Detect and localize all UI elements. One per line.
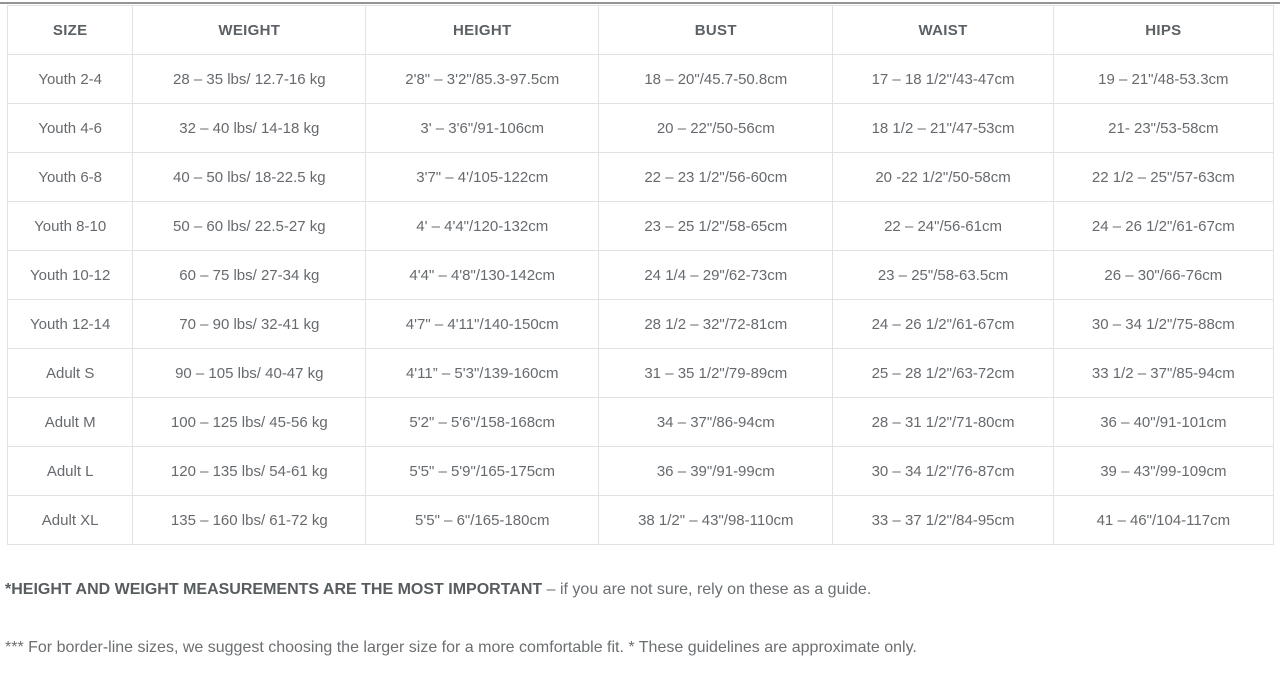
table-cell: 18 1/2 – 21"/47-53cm: [832, 103, 1054, 153]
table-cell: 26 – 30"/66-76cm: [1052, 250, 1275, 300]
table-cell: 50 – 60 lbs/ 22.5-27 kg: [132, 201, 367, 251]
table-cell: 70 – 90 lbs/ 32-41 kg: [132, 299, 367, 349]
table-cell: 32 – 40 lbs/ 14-18 kg: [132, 103, 367, 153]
footnote-height-weight: *HEIGHT AND WEIGHT MEASUREMENTS ARE THE …: [5, 581, 1280, 599]
size-label-cell: Adult L: [6, 446, 134, 496]
table-cell: 21- 23"/53-58cm: [1052, 103, 1275, 153]
table-cell: 41 – 46"/104-117cm: [1052, 495, 1275, 545]
top-divider: [0, 2, 1280, 4]
size-chart-header: SIZE WEIGHT HEIGHT BUST WAIST HIPS: [6, 5, 1275, 55]
table-cell: 40 – 50 lbs/ 18-22.5 kg: [132, 152, 367, 202]
size-label-cell: Youth 12-14: [6, 299, 134, 349]
table-cell: 28 – 31 1/2"/71-80cm: [832, 397, 1054, 447]
table-cell: 30 – 34 1/2"/75-88cm: [1052, 299, 1275, 349]
table-cell: 25 – 28 1/2"/63-72cm: [832, 348, 1054, 398]
table-cell: 38 1/2" – 43"/98-110cm: [598, 495, 834, 545]
table-cell: 90 – 105 lbs/ 40-47 kg: [132, 348, 367, 398]
table-cell: 20 – 22"/50-56cm: [598, 103, 834, 153]
size-chart-table: SIZE WEIGHT HEIGHT BUST WAIST HIPS Youth 2-4 2…: [6, 5, 1275, 545]
table-cell: 24 1/4 – 29"/62-73cm: [598, 250, 834, 300]
table-row: Youth 10-12 60 – 75 lbs/ 27-34 kg 4'4" – 4…: [6, 250, 1275, 300]
size-label-cell: Youth 8-10: [6, 201, 134, 251]
table-cell: 39 – 43"/99-109cm: [1052, 446, 1275, 496]
table-row: Youth 12-14 70 – 90 lbs/ 32-41 kg 4'7" – 4…: [6, 299, 1275, 349]
table-cell: 120 – 135 lbs/ 54-61 kg: [132, 446, 367, 496]
column-header-waist: WAIST: [832, 5, 1054, 55]
footnote-regular-text: – if you are not sure, rely on these as …: [542, 581, 872, 598]
size-chart-body: Youth 2-4 28 – 35 lbs/ 12.7-16 kg 2'8" – 3…: [6, 54, 1275, 545]
table-cell: 4'7" – 4'11"/140-150cm: [365, 299, 600, 349]
table-row: Youth 4-6 32 – 40 lbs/ 14-18 kg 3' – 3'6"/…: [6, 103, 1275, 153]
table-cell: 4' – 4'4"/120-132cm: [365, 201, 600, 251]
column-header-bust: BUST: [598, 5, 834, 55]
table-cell: 18 – 20"/45.7-50.8cm: [598, 54, 834, 104]
table-cell: 100 – 125 lbs/ 45-56 kg: [132, 397, 367, 447]
size-label-cell: Youth 2-4: [6, 54, 134, 104]
footnote-bold-text: *HEIGHT AND WEIGHT MEASUREMENTS ARE THE …: [5, 581, 543, 598]
table-row: Youth 6-8 40 – 50 lbs/ 18-22.5 kg 3'7" – 4…: [6, 152, 1275, 202]
table-cell: 60 – 75 lbs/ 27-34 kg: [132, 250, 367, 300]
footnote-borderline-sizes: *** For border-line sizes, we suggest ch…: [5, 639, 917, 656]
table-cell: 3' – 3'6"/91-106cm: [365, 103, 600, 153]
table-row: Adult S 90 – 105 lbs/ 40-47 kg 4'11” – 5'3…: [6, 348, 1275, 398]
table-cell: 135 – 160 lbs/ 61-72 kg: [132, 495, 367, 545]
table-row: Youth 2-4 28 – 35 lbs/ 12.7-16 kg 2'8" – 3…: [6, 54, 1275, 104]
table-row: Adult XL 135 – 160 lbs/ 61-72 kg 5'5" – 6"…: [6, 495, 1275, 545]
table-cell: 5'5" – 5'9"/165-175cm: [365, 446, 600, 496]
size-label-cell: Youth 10-12: [6, 250, 134, 300]
table-cell: 22 – 23 1/2"/56-60cm: [598, 152, 834, 202]
size-label-cell: Adult S: [6, 348, 134, 398]
table-cell: 31 – 35 1/2"/79-89cm: [598, 348, 834, 398]
table-cell: 17 – 18 1/2"/43-47cm: [832, 54, 1054, 104]
table-cell: 24 – 26 1/2"/61-67cm: [1052, 201, 1275, 251]
table-cell: 28 – 35 lbs/ 12.7-16 kg: [132, 54, 367, 104]
size-label-cell: Youth 6-8: [6, 152, 134, 202]
table-cell: 5'2" – 5'6"/158-168cm: [365, 397, 600, 447]
table-cell: 33 1/2 – 37"/85-94cm: [1052, 348, 1275, 398]
table-cell: 28 1/2 – 32"/72-81cm: [598, 299, 834, 349]
table-cell: 33 – 37 1/2"/84-95cm: [832, 495, 1054, 545]
table-row: Youth 8-10 50 – 60 lbs/ 22.5-27 kg 4' – 4'…: [6, 201, 1275, 251]
table-cell: 23 – 25 1/2"/58-65cm: [598, 201, 834, 251]
size-label-cell: Youth 4-6: [6, 103, 134, 153]
size-label-cell: Adult M: [6, 397, 134, 447]
table-cell: 5'5" – 6"/165-180cm: [365, 495, 600, 545]
table-cell: 30 – 34 1/2"/76-87cm: [832, 446, 1054, 496]
table-cell: 4'4" – 4'8"/130-142cm: [365, 250, 600, 300]
table-cell: 36 – 40"/91-101cm: [1052, 397, 1275, 447]
column-header-weight: WEIGHT: [132, 5, 367, 55]
table-cell: 4'11” – 5'3"/139-160cm: [365, 348, 600, 398]
table-row: Adult L 120 – 135 lbs/ 54-61 kg 5'5" – 5'9…: [6, 446, 1275, 496]
table-cell: 22 – 24"/56-61cm: [832, 201, 1054, 251]
column-header-hips: HIPS: [1052, 5, 1275, 55]
column-header-size: SIZE: [6, 5, 134, 55]
table-cell: 20 -22 1/2"/50-58cm: [832, 152, 1054, 202]
table-row: Adult M 100 – 125 lbs/ 45-56 kg 5'2" – 5'6…: [6, 397, 1275, 447]
column-header-height: HEIGHT: [365, 5, 600, 55]
table-cell: 24 – 26 1/2"/61-67cm: [832, 299, 1054, 349]
table-cell: 34 – 37"/86-94cm: [598, 397, 834, 447]
header-row: SIZE WEIGHT HEIGHT BUST WAIST HIPS: [6, 5, 1275, 55]
table-cell: 22 1/2 – 25"/57-63cm: [1052, 152, 1275, 202]
size-label-cell: Adult XL: [6, 495, 134, 545]
table-cell: 3'7" – 4'/105-122cm: [365, 152, 600, 202]
table-cell: 23 – 25"/58-63.5cm: [832, 250, 1054, 300]
table-cell: 2'8" – 3'2"/85.3-97.5cm: [365, 54, 600, 104]
table-cell: 19 – 21"/48-53.3cm: [1052, 54, 1275, 104]
table-cell: 36 – 39"/91-99cm: [598, 446, 834, 496]
